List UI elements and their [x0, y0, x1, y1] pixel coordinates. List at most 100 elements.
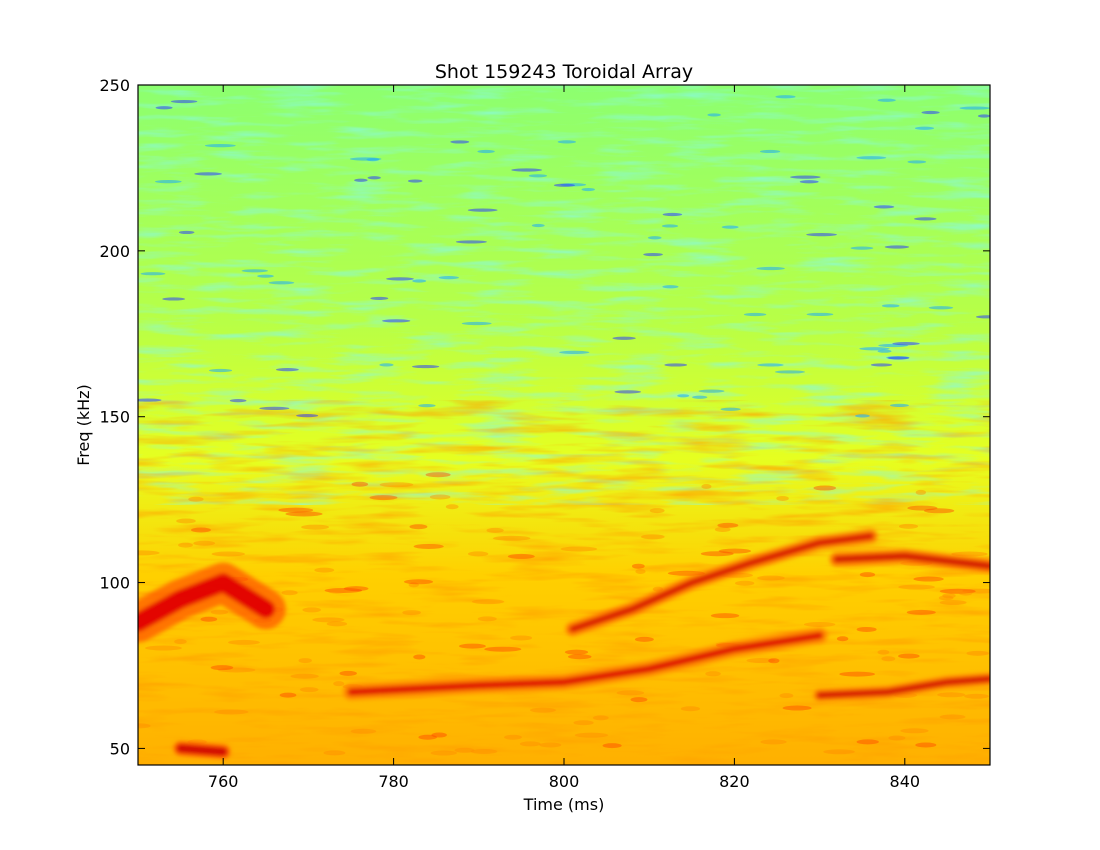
axis-ticks: 760 780 800 820 840 50 100 150 200 250: [99, 76, 990, 791]
noise-speckle: [370, 296, 389, 301]
noise-speckle: [402, 610, 421, 616]
noise-speckle: [939, 588, 976, 594]
noise-speckle: [413, 543, 444, 549]
noise-speckle: [939, 714, 966, 720]
noise-speckle: [278, 507, 314, 513]
noise-speckle: [898, 523, 919, 529]
noise-speckle: [942, 593, 956, 599]
noise-speckle: [477, 149, 495, 154]
noise-speckle: [649, 508, 665, 514]
noise-speckle: [290, 673, 319, 679]
noise-speckle: [735, 580, 755, 586]
noise-speckle: [210, 665, 234, 671]
noise-speckle: [774, 370, 806, 374]
noise-speckle: [470, 748, 498, 754]
noise-speckle: [859, 572, 876, 578]
noise-speckle: [581, 187, 595, 192]
noise-speckle: [870, 363, 893, 367]
noise-speckle: [379, 363, 394, 367]
noise-speckle: [662, 212, 683, 217]
noise-speckle: [379, 482, 414, 488]
noise-speckle: [430, 750, 458, 756]
noise-speckle: [707, 113, 721, 117]
noise-speckle: [504, 734, 522, 740]
noise-speckle: [204, 143, 236, 148]
noise-speckle: [975, 315, 990, 319]
noise-speckle: [275, 368, 299, 372]
noise-speckle: [408, 582, 419, 588]
noise-speckle: [836, 636, 849, 642]
noise-speckle: [592, 715, 609, 721]
noise-speckle: [492, 535, 531, 541]
noise-speckle: [268, 281, 295, 285]
noise-speckle: [710, 613, 740, 619]
noise-speckle: [907, 505, 938, 511]
noise-speckle: [528, 174, 548, 178]
noise-speckle: [560, 546, 598, 552]
noise-speckle: [962, 588, 990, 594]
noise-speckle: [301, 524, 329, 530]
noise-speckle: [717, 522, 739, 528]
noise-speckle: [298, 658, 312, 664]
chart-title: Shot 159243 Toroidal Array: [435, 61, 693, 83]
noise-speckle: [257, 274, 274, 278]
noise-speckle: [647, 236, 662, 240]
noise-speckle: [299, 687, 319, 693]
noise-speckle: [431, 732, 447, 738]
noise-speckle: [407, 179, 423, 183]
noise-speckle: [567, 654, 592, 660]
noise-speckle: [661, 224, 679, 228]
noise-speckle: [938, 595, 954, 601]
noise-speckle: [718, 548, 752, 554]
noise-speckle: [757, 575, 785, 581]
noise-speckle: [333, 681, 345, 687]
noise-speckle: [692, 395, 708, 399]
noise-speckle: [964, 693, 989, 699]
noise-speckle: [471, 599, 505, 605]
noise-speckle: [775, 95, 796, 99]
noise-speckle: [881, 656, 896, 662]
noise-speckle: [217, 667, 256, 673]
noise-speckle: [898, 584, 935, 590]
noise-speckle: [634, 636, 654, 642]
y-axis-label: Freq (kHz): [74, 384, 93, 466]
noise-speckle: [887, 356, 910, 360]
noise-speckle: [877, 98, 896, 102]
noise-speckle: [881, 304, 900, 308]
noise-speckle: [354, 178, 368, 182]
x-tick-label: 780: [378, 772, 409, 791]
noise-speckle: [631, 563, 645, 569]
noise-speckle: [467, 551, 489, 557]
noise-speckle: [511, 168, 543, 172]
noise-speckle: [643, 252, 663, 257]
noise-speckle: [531, 223, 545, 228]
noise-speckle: [455, 240, 487, 244]
noise-speckle: [877, 649, 890, 655]
noise-speckle: [144, 645, 182, 651]
noise-speckle: [178, 542, 193, 548]
noise-speckle: [510, 635, 533, 641]
noise-speckle: [779, 693, 794, 699]
y-tick-label: 250: [99, 76, 130, 95]
noise-speckle: [227, 639, 260, 645]
noise-speckle: [418, 734, 437, 740]
noise-speckle: [855, 414, 870, 418]
noise-speckle: [208, 368, 233, 373]
feature-trace-core: [833, 553, 990, 569]
noise-speckle: [418, 404, 436, 408]
noise-speckle: [923, 508, 955, 514]
noise-speckle: [756, 266, 785, 271]
noise-speckle: [915, 489, 927, 495]
y-tick-label: 200: [99, 242, 130, 261]
noise-speckle: [413, 654, 426, 660]
noise-speckle: [445, 504, 459, 510]
feature-trace-core: [138, 573, 275, 632]
noise-speckle: [680, 706, 701, 712]
noise-speckle: [890, 403, 909, 408]
noise-speckle: [574, 732, 609, 738]
noise-speckle: [314, 567, 335, 573]
noise-speckle: [138, 723, 151, 729]
noise-speckle: [367, 176, 381, 180]
x-tick-label: 820: [719, 772, 750, 791]
